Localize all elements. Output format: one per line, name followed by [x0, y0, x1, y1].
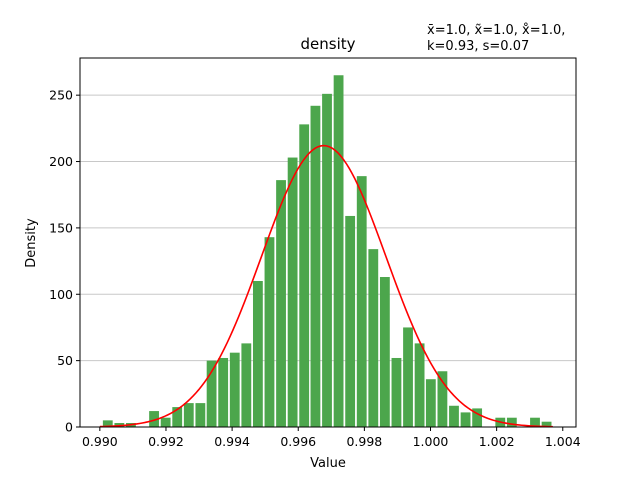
x-axis-label: Value	[310, 456, 346, 471]
histogram-bar-4	[149, 411, 159, 427]
histogram-bars	[102, 75, 552, 427]
histogram-bar-21	[345, 215, 356, 427]
histogram-bar-32	[472, 408, 483, 427]
histogram-bar-38	[541, 421, 552, 427]
x-tick-label-5: 1.000	[413, 434, 449, 449]
histogram-bar-12	[241, 343, 252, 427]
x-tick-label-6: 1.002	[479, 434, 515, 449]
histogram-bar-19	[322, 93, 332, 427]
plot-frame	[79, 57, 577, 428]
histogram-bar-15	[276, 180, 286, 427]
histogram-bar-28	[425, 379, 436, 427]
x-tick-label-7: 1.004	[545, 434, 581, 449]
x-tick-label-2: 0.994	[214, 434, 250, 449]
histogram-bar-23	[368, 249, 379, 427]
histogram-bar-8	[195, 403, 206, 427]
histogram-bar-29	[437, 371, 448, 427]
histogram-bar-7	[183, 403, 194, 427]
x-tick-label-0: 0.990	[82, 434, 118, 449]
y-tick-label-1: 50	[57, 353, 73, 368]
histogram-bar-25	[391, 357, 402, 427]
fit-curve-layer	[99, 144, 553, 428]
y-tick-label-4: 200	[49, 154, 73, 169]
histogram-bar-20	[333, 75, 344, 427]
histogram-bar-17	[299, 124, 310, 427]
chart-title: density	[301, 35, 356, 53]
histogram-bar-0	[102, 420, 113, 427]
histogram-bar-13	[252, 280, 263, 427]
y-axis-label: Density	[24, 218, 39, 268]
y-tick-label-0: 0	[65, 420, 73, 435]
histogram-bar-10	[218, 357, 229, 427]
histogram-bar-30	[449, 405, 459, 427]
x-axis-ticks: 0.990 0.992 0.994 0.996 0.998 1.000 1.002 1.004	[82, 427, 581, 449]
histogram-bar-31	[460, 412, 471, 427]
histogram-bar-14	[264, 237, 275, 427]
histogram-bar-22	[356, 176, 367, 427]
histogram-bar-24	[379, 277, 390, 427]
stats-line-1: x̄=1.0, x̃=1.0, x̊=1.0,	[427, 22, 565, 38]
x-tick-label-1: 0.992	[148, 434, 184, 449]
y-tick-label-5: 250	[49, 88, 73, 103]
x-tick-label-3: 0.996	[280, 434, 316, 449]
histogram-bar-6	[172, 407, 183, 427]
histogram-bar-5	[160, 417, 171, 427]
histogram-bar-27	[414, 343, 425, 427]
fit-curve-line	[99, 144, 553, 428]
stats-line-2: k=0.93, s=0.07	[427, 39, 529, 54]
histogram-bar-18	[310, 105, 321, 427]
y-tick-label-3: 150	[49, 220, 73, 235]
histogram-bar-11	[229, 352, 240, 427]
histogram-bar-26	[403, 327, 413, 427]
histogram-bar-35	[506, 417, 517, 427]
histogram-bar-37	[530, 417, 540, 427]
x-tick-label-4: 0.998	[346, 434, 382, 449]
y-axis-ticks: 0 50 100 150 200 250	[49, 88, 80, 435]
histogram-bar-16	[287, 157, 298, 427]
y-tick-label-2: 100	[49, 287, 73, 302]
histogram-bar-9	[206, 360, 217, 427]
